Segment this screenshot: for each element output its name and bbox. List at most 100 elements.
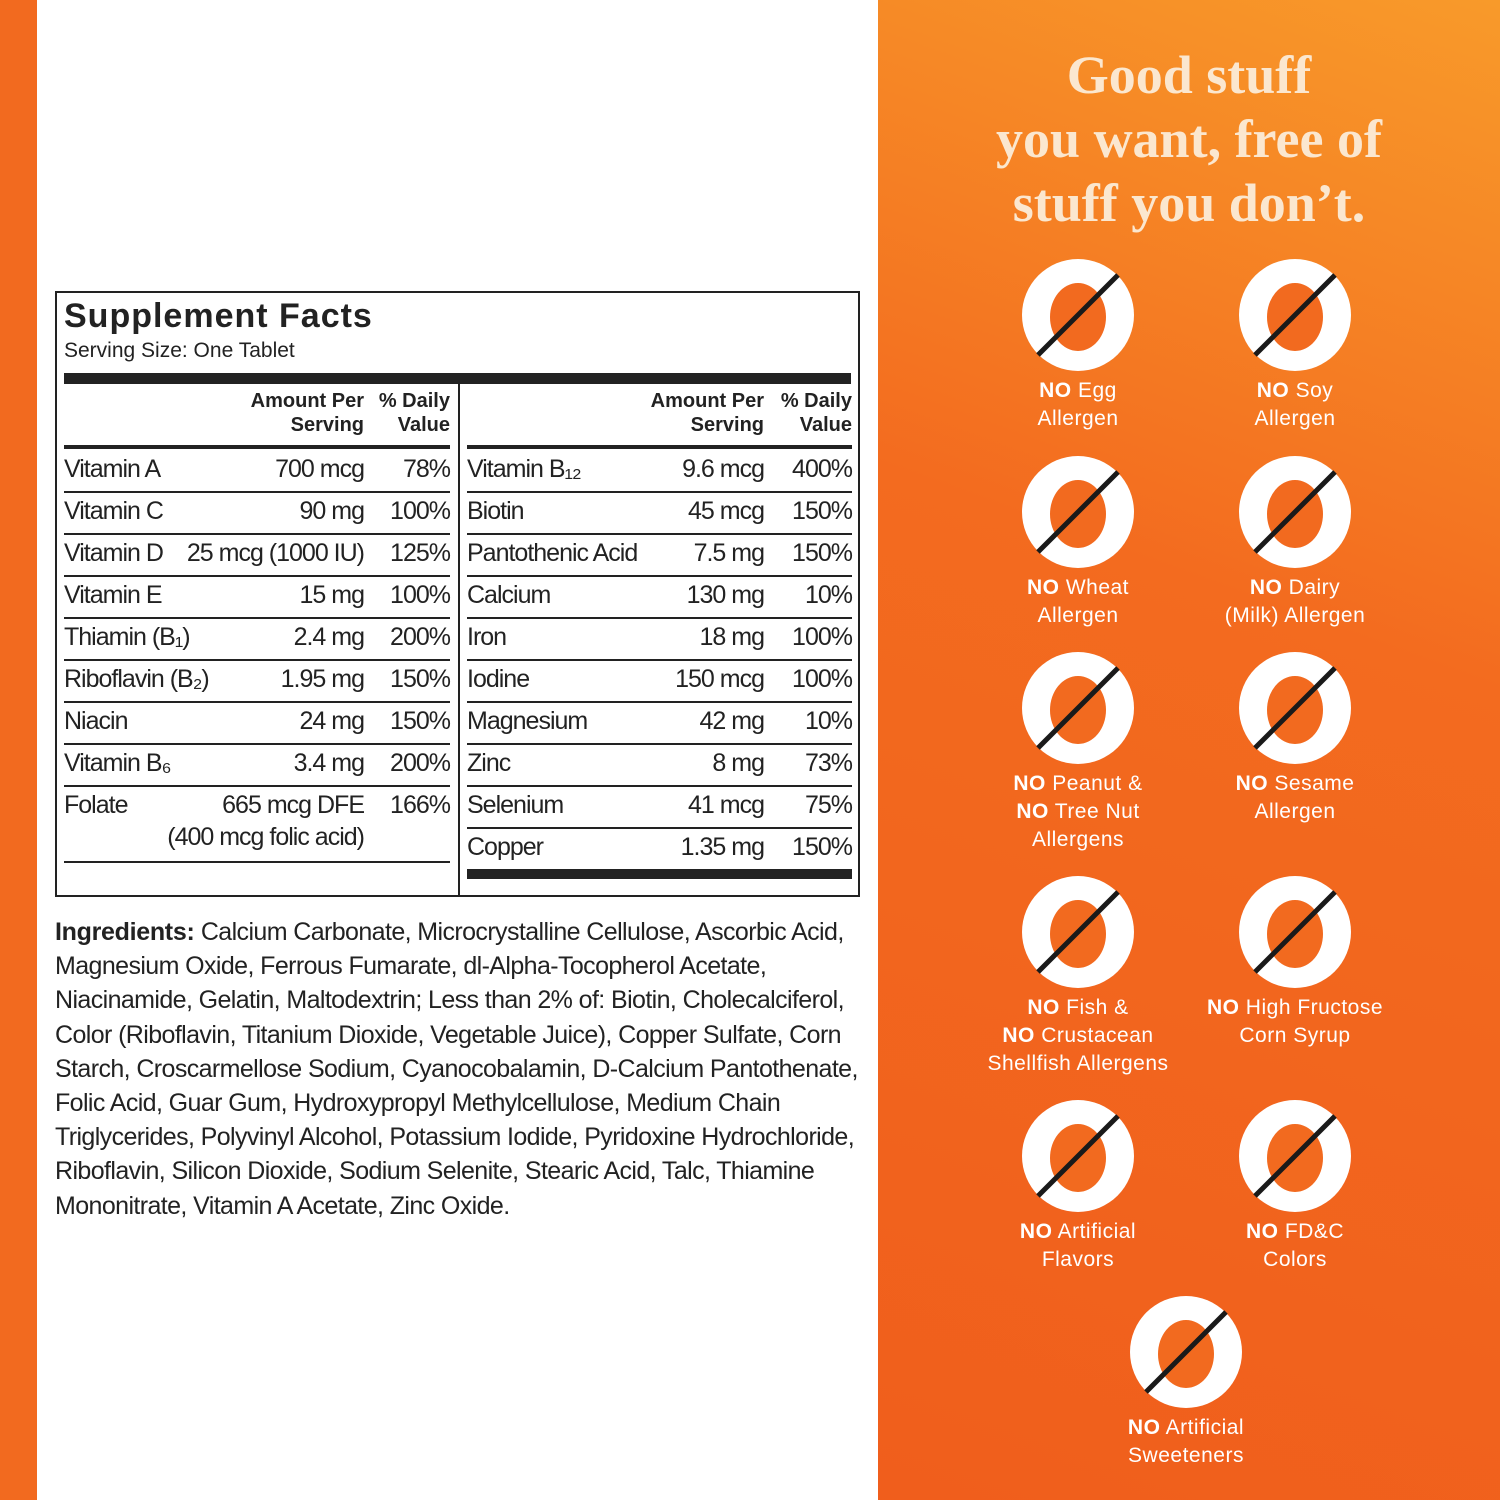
row-rule: [467, 533, 852, 535]
row-rule: [64, 701, 450, 703]
nutrient-name: Folate: [64, 791, 128, 819]
daily-value: 150%: [792, 833, 853, 861]
amount: 15 mg: [299, 581, 365, 609]
badge-label: NO High Fructose: [1206, 996, 1384, 1019]
nutrient-name: Iodine: [467, 665, 530, 693]
badge-icon: [1022, 652, 1134, 764]
icon-slash: [1253, 273, 1337, 357]
amount-header: Amount Per Serving: [250, 390, 364, 436]
row-rule: [64, 533, 450, 535]
badge-label: NO Sesame: [1235, 772, 1355, 795]
badge-label: NO Crustacean: [1002, 1024, 1154, 1047]
daily-value: 75%: [804, 791, 853, 819]
daily-value: 100%: [390, 581, 451, 609]
badge-icon: [1022, 876, 1134, 988]
amount: 2.4 mg: [293, 623, 365, 651]
amount: 150 mcg: [675, 665, 765, 693]
ingredients-text: Calcium Carbonate, Microcrystalline Cell…: [55, 918, 858, 1220]
heading-line: Good stuff: [1066, 45, 1312, 105]
badge-icon: [1239, 259, 1351, 371]
icon-slash: [1036, 273, 1120, 357]
nutrient-name: Vitamin E: [64, 581, 163, 609]
daily-value: 10%: [804, 707, 853, 735]
badge-label: Allergens: [1031, 828, 1125, 851]
amount: 45 mcg: [688, 497, 765, 525]
badge-label: Flavors: [1041, 1248, 1115, 1271]
daily-value: 100%: [792, 623, 853, 651]
amount: 700 mcg: [275, 455, 365, 483]
row-rule: [467, 491, 852, 493]
badge-label: NO FD&C: [1246, 1220, 1344, 1243]
badge-label: NO Wheat: [1026, 576, 1130, 599]
amount: 9.6 mcg: [682, 455, 765, 483]
badge-label: NO Soy: [1256, 379, 1334, 402]
badge-label: Allergen: [1254, 407, 1336, 430]
badge-icon: [1022, 1100, 1134, 1212]
daily-value: 10%: [804, 581, 853, 609]
row-rule: [467, 659, 852, 661]
badge-icon: [1239, 652, 1351, 764]
row-rule: [64, 861, 450, 863]
nutrient-name: Calcium: [467, 581, 551, 609]
icon-slash: [1253, 890, 1337, 974]
row-rule: [467, 785, 852, 787]
badge-label: Allergen: [1037, 604, 1119, 627]
amount: 1.35 mg: [680, 833, 765, 861]
amount: 24 mg: [299, 707, 365, 735]
thick-rule: [64, 373, 851, 384]
icon-slash: [1036, 666, 1120, 750]
amount: 41 mcg: [688, 791, 765, 819]
side-stripe: [0, 0, 37, 1500]
badge-label: NO Tree Nut: [1016, 800, 1140, 823]
nutrient-name: Biotin: [467, 497, 525, 525]
nutrient-name: Niacin: [64, 707, 128, 735]
amount: 3.4 mg: [293, 749, 365, 777]
daily-value: 100%: [792, 665, 853, 693]
nutrient-name: Vitamin C: [64, 497, 164, 525]
daily-value: 150%: [390, 665, 451, 693]
icon-slash: [1253, 666, 1337, 750]
badge-label: Shellfish Allergens: [987, 1052, 1169, 1075]
amount: 7.5 mg: [693, 539, 765, 567]
icon-slash: [1144, 1310, 1228, 1394]
column-divider: [458, 384, 460, 895]
daily-value: 125%: [390, 539, 451, 567]
badge-icon: [1239, 1100, 1351, 1212]
badge-label: Allergen: [1254, 800, 1336, 823]
amount: 1.95 mg: [280, 665, 365, 693]
nutrient-name: Selenium: [467, 791, 564, 819]
icon-slash: [1036, 890, 1120, 974]
nutrient-name: Thiamin (B₁): [64, 623, 191, 651]
ingredients-label: Ingredients:: [55, 918, 195, 946]
amount: 18 mg: [699, 623, 765, 651]
daily-value: 400%: [792, 455, 853, 483]
icon-slash: [1253, 470, 1337, 554]
daily-value: 100%: [390, 497, 451, 525]
badge-label: NO Artificial: [1127, 1416, 1245, 1439]
daily-value: 166%: [390, 791, 451, 819]
daily-value: 200%: [390, 623, 451, 651]
nutrient-name: Iron: [467, 623, 507, 651]
amount: 25 mcg (1000 IU): [186, 539, 365, 567]
nutrient-name: Magnesium: [467, 707, 588, 735]
amount: 665 mcg DFE: [222, 791, 365, 819]
row-rule: [467, 827, 852, 829]
row-rule: [64, 491, 450, 493]
nutrient-name: Vitamin B₁₂: [467, 455, 582, 483]
header-rule: [64, 445, 450, 449]
heading-line: you want, free of: [996, 109, 1382, 169]
daily-value: 150%: [792, 539, 853, 567]
icon-slash: [1036, 470, 1120, 554]
badge-label: Corn Syrup: [1239, 1024, 1351, 1047]
amount-note: (400 mcg folic acid): [167, 823, 365, 851]
nutrient-name: Vitamin D: [64, 539, 164, 567]
row-rule: [64, 659, 450, 661]
badge-label: NO Egg: [1039, 379, 1117, 402]
thick-rule: [467, 869, 852, 879]
badge-label: Sweeteners: [1128, 1444, 1244, 1467]
facts-title: Supplement Facts: [64, 297, 373, 335]
header-rule: [467, 445, 852, 449]
row-rule: [64, 617, 450, 619]
nutrient-name: Zinc: [467, 749, 511, 777]
